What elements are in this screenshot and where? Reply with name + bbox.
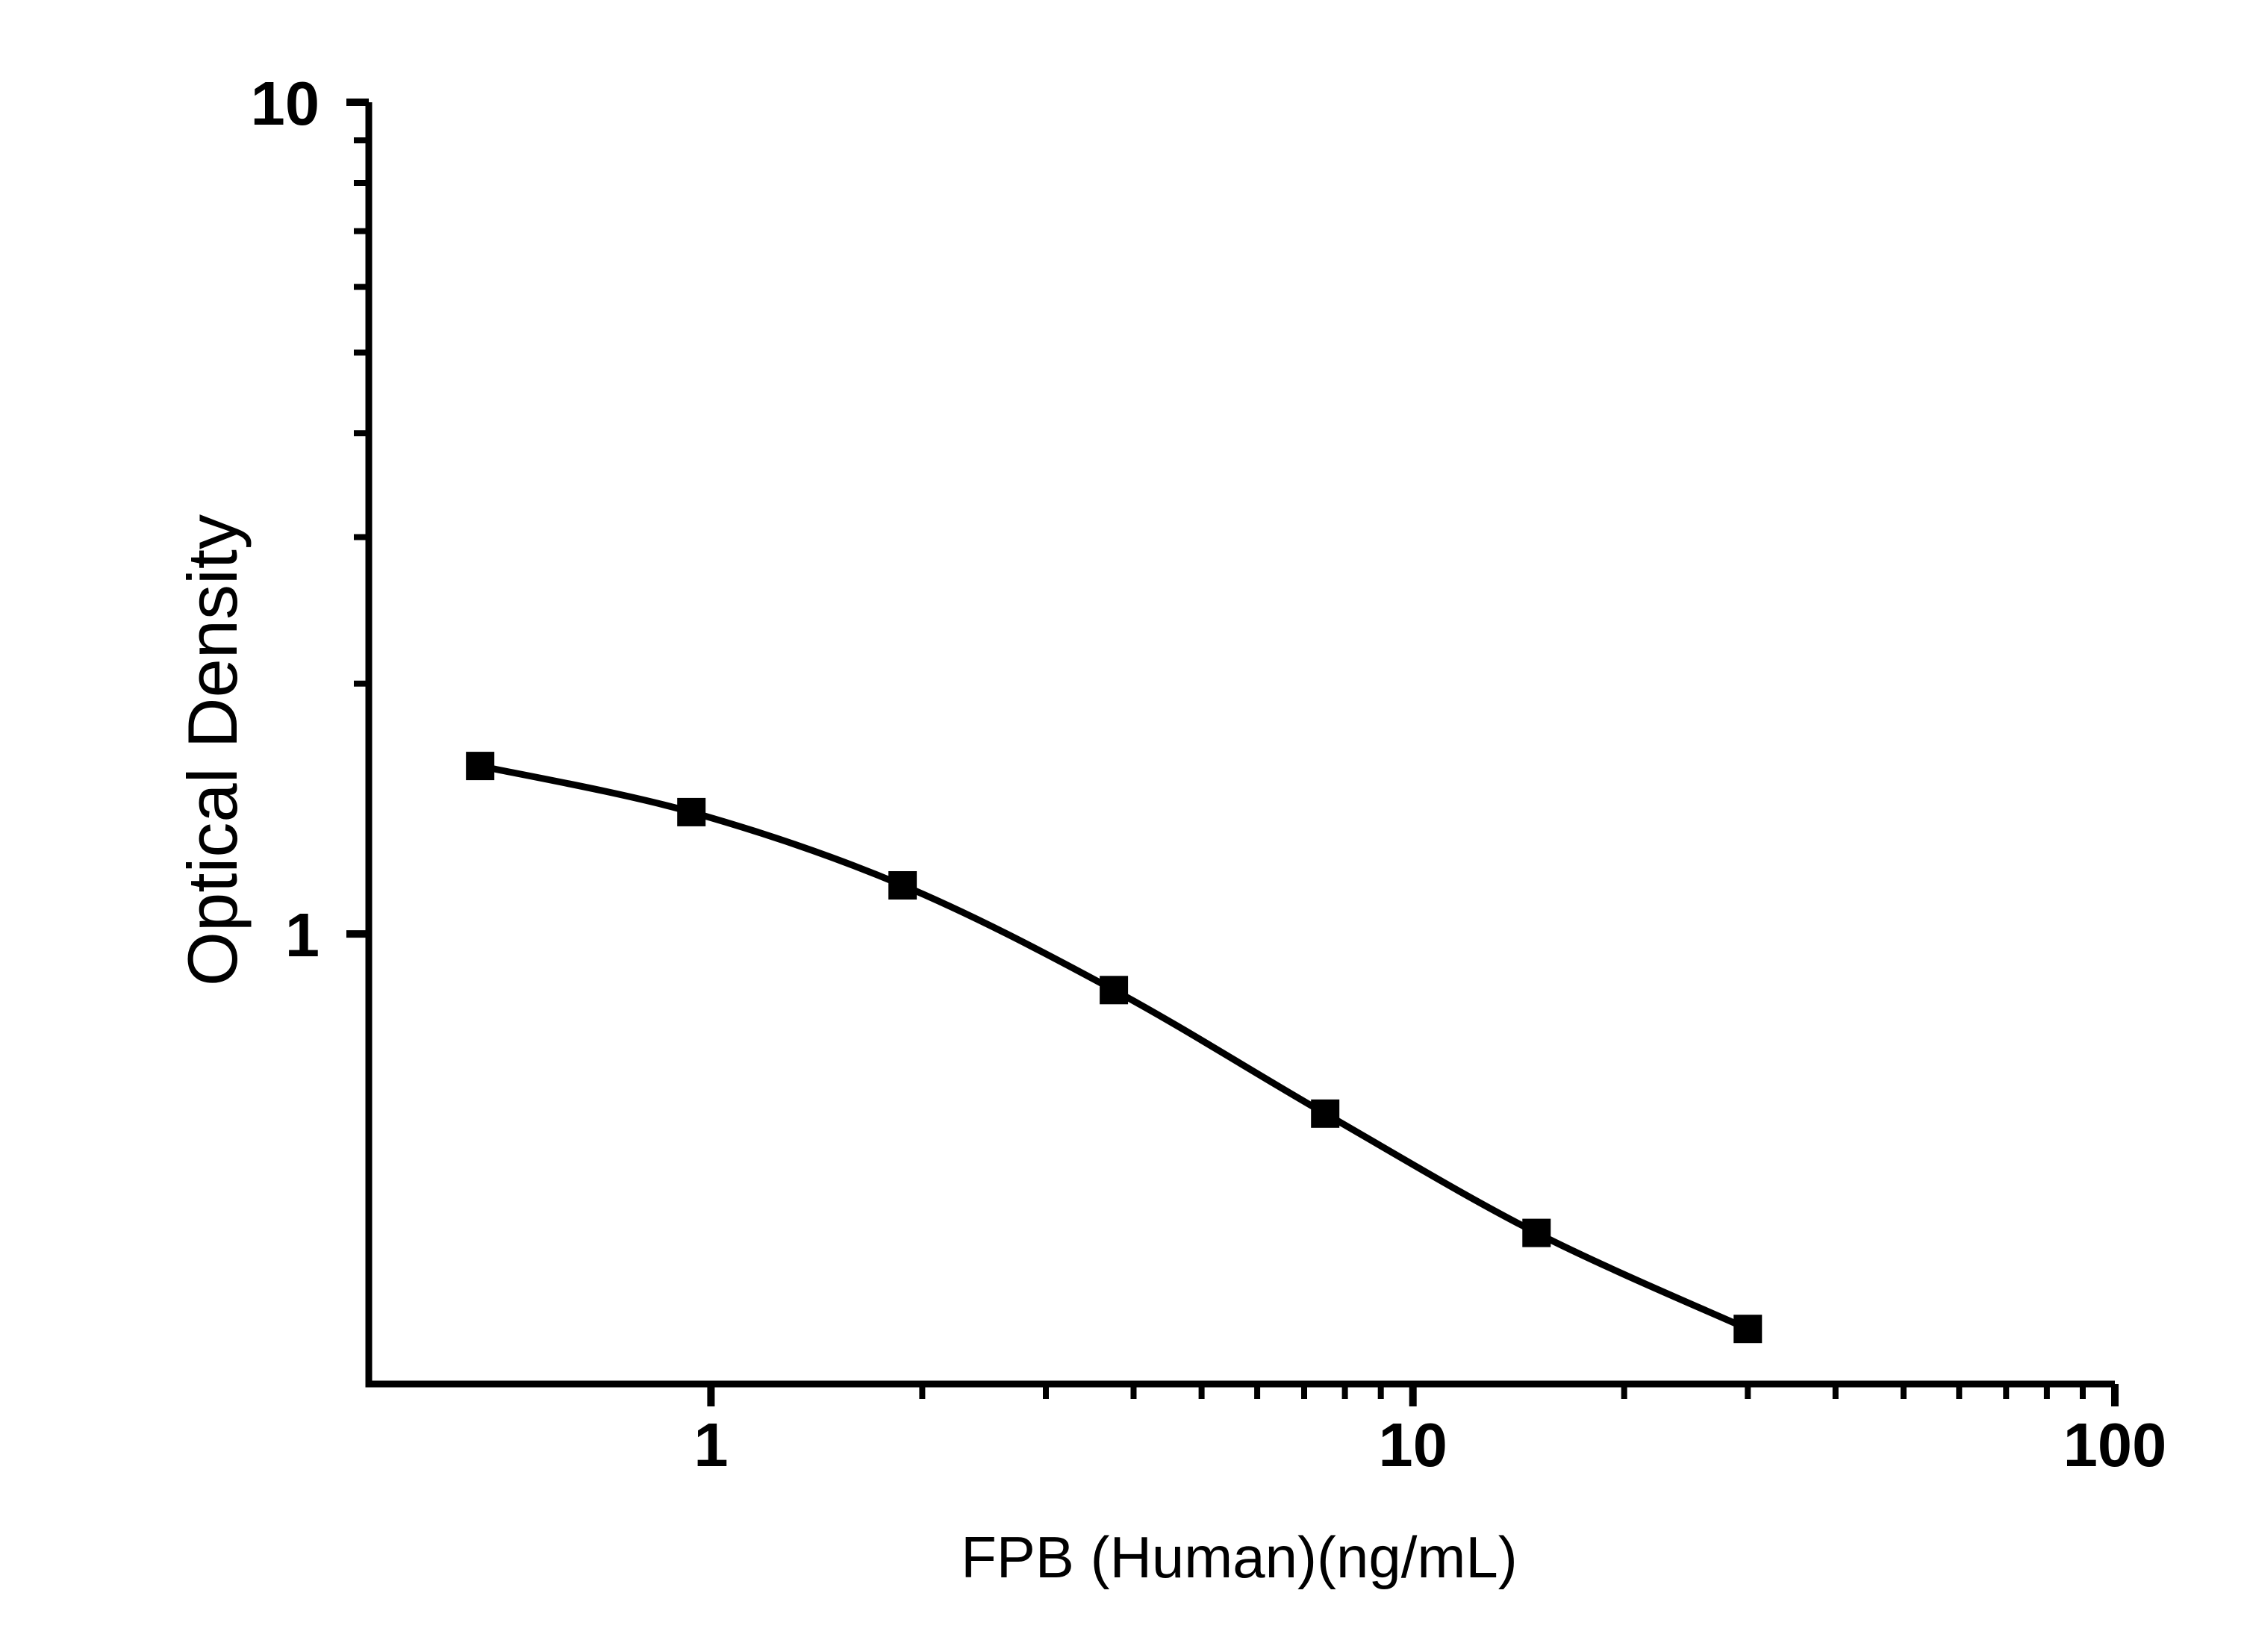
x-axis-tick-label: 10 [1379,1410,1447,1480]
y-axis-tick-label: 1 [285,900,320,970]
axis-lines [365,102,2115,1388]
data-point-marker [1100,976,1129,1005]
data-point-marker [1733,1315,1763,1344]
y-axis-tick-labels: 1 10 [251,69,320,970]
y-axis-title: Optical Density [173,514,252,986]
data-point-marker [466,752,495,781]
data-point-marker [888,871,917,900]
x-axis-tick-label: 100 [2063,1410,2166,1480]
data-point-marker [1311,1099,1340,1128]
tick-marks [346,99,2119,1406]
x-axis-tick-label: 1 [694,1410,728,1480]
data-point-marker [1522,1218,1551,1247]
x-axis-title: FPB (Human)(ng/mL) [961,1524,1518,1590]
data-point-markers [466,752,1763,1344]
y-axis-tick-label: 10 [251,69,320,138]
data-point-marker [677,797,706,826]
x-axis-tick-labels: 1 10 100 [694,1410,2166,1480]
